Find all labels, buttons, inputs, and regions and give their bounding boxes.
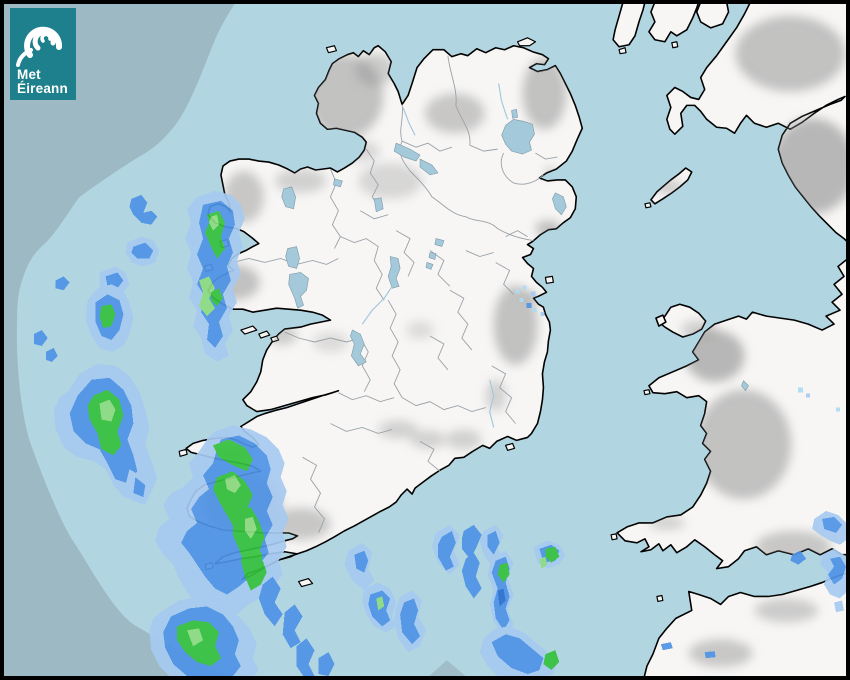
rain-cell-moderate-rain <box>660 642 673 651</box>
rain-cell-very-heavy-rain <box>252 560 267 585</box>
logo-text-eireann: Éireann <box>17 81 68 96</box>
inlet-strangford-lough <box>552 192 567 216</box>
rain-dot-drizzle <box>522 285 527 290</box>
lake-lough-mask <box>285 246 300 269</box>
county-borders-layer <box>232 55 558 534</box>
rain-cell-very-heavy-rain <box>497 562 510 583</box>
rain-cell-moderate-rain <box>131 242 154 259</box>
rain-cell-heavy-rain <box>224 475 241 494</box>
rain-cell-heavy-rain <box>539 556 548 569</box>
rain-cell-moderate-rain <box>354 550 369 573</box>
lake-lough-neagh <box>501 118 535 155</box>
rain-dot-drizzle <box>519 298 524 303</box>
rain-dot-light-rain <box>806 393 811 398</box>
lake-lough-derg <box>350 329 367 367</box>
sea-out-of-range-region <box>2 2 236 678</box>
logo-text-met: Met <box>17 67 41 82</box>
met-eireann-logo: Met Éireann <box>10 8 76 100</box>
rain-cell-moderate-rain <box>129 194 158 225</box>
river-barrow <box>489 379 495 428</box>
rain-cell-moderate-rain <box>461 552 482 599</box>
rain-cell-moderate-rain <box>282 604 303 649</box>
lake-lough-corrib <box>288 272 309 309</box>
rain-cell-moderate-rain <box>105 272 124 289</box>
river-shannon <box>361 285 393 325</box>
rain-cell-moderate-rain <box>318 652 335 677</box>
hurricane-spiral-icon <box>16 26 63 67</box>
rain-cell-heavy-rain <box>187 628 204 647</box>
rain-dot-drizzle <box>836 407 841 412</box>
rain-cell-heavy-rain <box>209 214 219 231</box>
rain-cell-moderate-rain <box>790 550 807 565</box>
rivers-layer <box>361 83 509 428</box>
river-bann <box>498 83 509 120</box>
lake-lough-conn <box>281 186 296 210</box>
rain-dot-light-rain <box>540 312 545 317</box>
rain-cell-light-rain <box>834 600 845 613</box>
rain-dot-light-rain <box>530 291 536 297</box>
lake-lough-erne-upper <box>419 158 439 176</box>
rain-cell-moderate-rain <box>437 530 456 571</box>
rain-cell-heavy-rain <box>244 516 257 539</box>
lake-lough-beg <box>511 109 518 119</box>
lakes-layer <box>281 109 749 392</box>
rain-cell-moderate-rain <box>33 330 48 346</box>
rain-dot-moderate-rain <box>526 303 532 309</box>
rain-cell-moderate-heavy-rain <box>497 588 506 607</box>
lake-lough-gill <box>333 178 343 188</box>
rain-cell-moderate-rain <box>296 638 315 678</box>
rain-cell-very-heavy-rain <box>99 304 116 329</box>
lake-lough-owel <box>428 252 437 260</box>
river-foyle <box>402 107 416 136</box>
rain-cell-very-heavy-rain <box>213 439 253 472</box>
rain-cell-moderate-rain <box>822 516 843 533</box>
rain-cell-heavy-rain <box>376 596 385 611</box>
rain-dot-drizzle <box>798 387 804 393</box>
rain-layer <box>33 190 848 678</box>
rain-cell-very-heavy-rain <box>87 389 124 456</box>
rain-cell-moderate-rain <box>133 477 146 498</box>
lake-lough-allen <box>373 197 384 213</box>
coverage-gap-notch <box>426 660 468 678</box>
rain-dot-drizzle <box>532 308 537 313</box>
rain-cell-moderate-rain <box>45 347 58 362</box>
rain-cell-heavy-rain <box>199 276 215 317</box>
rain-cell-moderate-rain <box>55 276 70 291</box>
rain-cell-very-heavy-rain <box>211 288 223 307</box>
rain-dot-drizzle <box>536 297 541 302</box>
lake-lough-ennell <box>425 262 434 270</box>
lake-bala <box>741 380 749 392</box>
rain-cell-very-heavy-rain <box>543 650 560 671</box>
rain-cell-heavy-rain <box>99 399 116 422</box>
rain-cell-moderate-rain <box>704 651 716 659</box>
rain-cell-moderate-rain <box>258 576 283 627</box>
rain-cell-moderate-rain <box>461 524 482 559</box>
rain-dot-drizzle <box>515 289 520 294</box>
lake-lough-sheelin <box>434 238 445 247</box>
lake-lough-erne-lower <box>393 142 421 162</box>
rain-cell-moderate-rain <box>400 598 421 645</box>
lake-lough-ree <box>387 256 401 289</box>
rain-cell-moderate-rain <box>491 634 544 675</box>
rain-cell-very-heavy-rain <box>545 546 560 563</box>
rain-cell-moderate-rain <box>828 556 847 585</box>
